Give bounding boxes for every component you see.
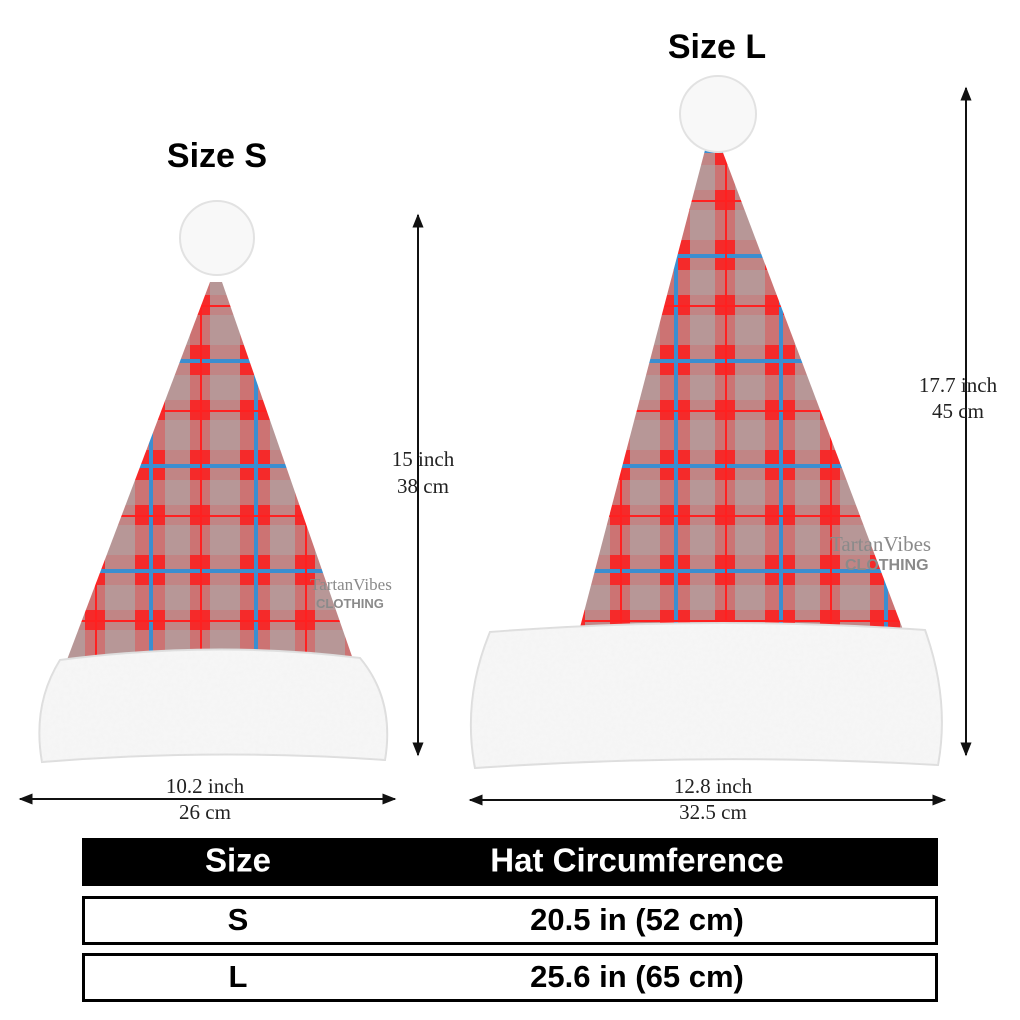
- fur-texture: [470, 622, 942, 768]
- table-cell: 20.5 in (52 cm): [530, 902, 744, 937]
- height-inch: 17.7 inch: [919, 373, 998, 397]
- table-row: [82, 953, 938, 1002]
- watermark-brand: TartanVibes: [310, 575, 392, 594]
- table-cell: L: [229, 959, 248, 994]
- fur-texture: [39, 649, 388, 762]
- width-inch: 10.2 inch: [166, 774, 245, 798]
- hat-s: TartanVibes CLOTHING: [38, 200, 392, 764]
- hat-body: [65, 282, 355, 665]
- size-table: Size Hat Circumference S 20.5 in (52 cm)…: [82, 838, 938, 1002]
- table-header: [82, 838, 938, 886]
- pompom: [179, 200, 255, 276]
- width-inch: 12.8 inch: [674, 774, 753, 798]
- table-cell: S: [228, 902, 249, 937]
- watermark-sub: CLOTHING: [845, 557, 929, 574]
- size-title: Size L: [668, 28, 766, 66]
- header-cell: Hat Circumference: [490, 842, 783, 879]
- table-cell: 25.6 in (65 cm): [530, 959, 744, 994]
- watermark-sub: CLOTHING: [316, 596, 384, 611]
- width-cm: 26 cm: [179, 800, 231, 824]
- size-title: Size S: [167, 137, 267, 175]
- height-cm: 45 cm: [932, 399, 984, 423]
- height-inch: 15 inch: [392, 447, 455, 471]
- width-cm: 32.5 cm: [679, 800, 747, 824]
- hat-body: [578, 150, 905, 635]
- watermark-brand: TartanVibes: [830, 532, 931, 556]
- hat-l: TartanVibes CLOTHING: [469, 75, 943, 770]
- height-cm: 38 cm: [397, 474, 449, 498]
- table-row: [82, 896, 938, 945]
- header-cell: Size: [205, 842, 271, 879]
- pompom: [679, 75, 757, 153]
